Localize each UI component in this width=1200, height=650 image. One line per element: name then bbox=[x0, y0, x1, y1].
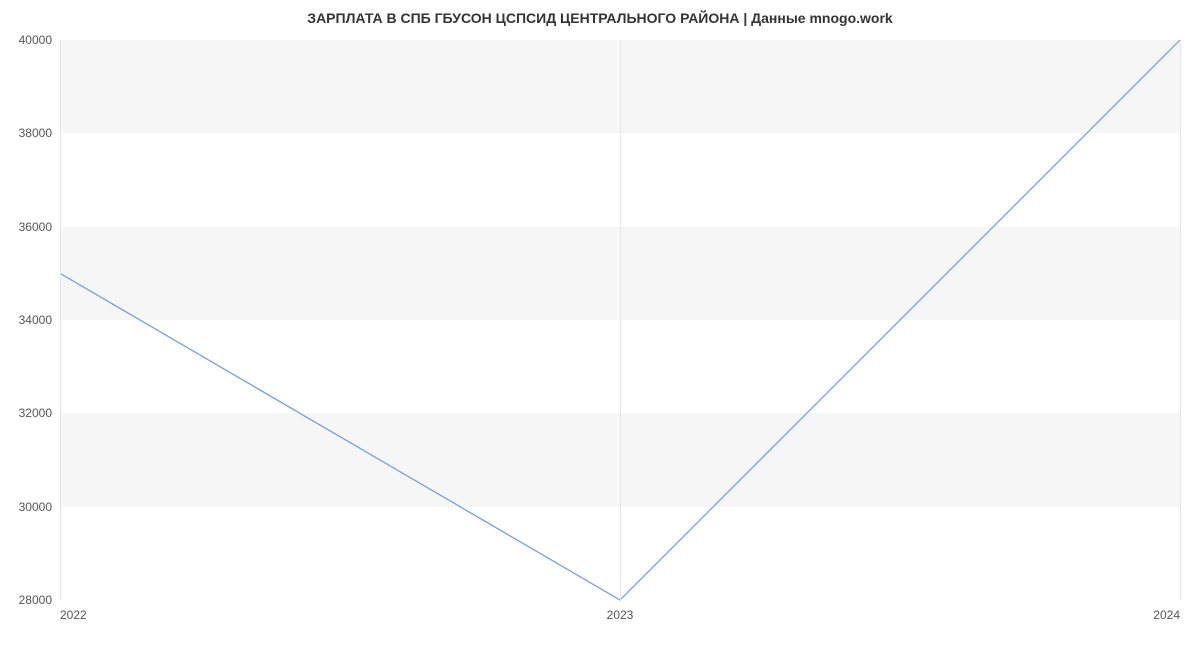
gridline-vertical bbox=[620, 40, 621, 600]
y-tick-label: 34000 bbox=[19, 313, 52, 327]
y-tick-label: 32000 bbox=[19, 406, 52, 420]
x-tick-label: 2022 bbox=[60, 608, 87, 622]
x-tick-label: 2023 bbox=[607, 608, 634, 622]
y-tick-label: 30000 bbox=[19, 500, 52, 514]
y-tick-label: 28000 bbox=[19, 593, 52, 607]
plot-area: 2022202320242800030000320003400036000380… bbox=[60, 40, 1180, 600]
y-tick-label: 36000 bbox=[19, 220, 52, 234]
gridline-vertical bbox=[60, 40, 61, 600]
y-tick-label: 38000 bbox=[19, 126, 52, 140]
y-tick-label: 40000 bbox=[19, 33, 52, 47]
chart-title: ЗАРПЛАТА В СПБ ГБУСОН ЦСПСИД ЦЕНТРАЛЬНОГ… bbox=[0, 10, 1200, 26]
gridline-vertical bbox=[1180, 40, 1181, 600]
x-tick-label: 2024 bbox=[1153, 608, 1180, 622]
